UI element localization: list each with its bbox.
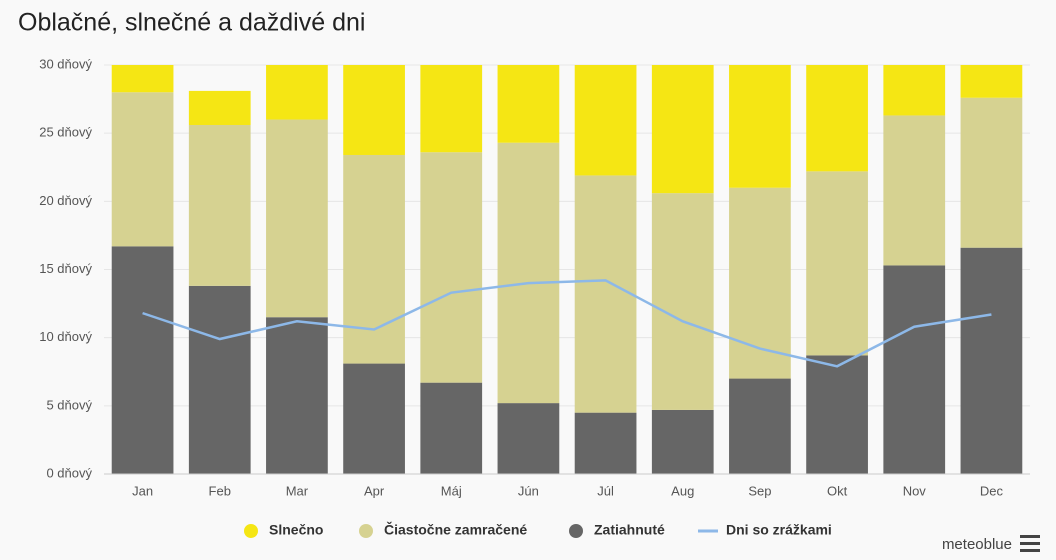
- y-tick-label: 30 dňový: [39, 56, 92, 71]
- bar: [497, 403, 560, 474]
- bar: [497, 65, 560, 143]
- legend-label: Dni so zrážkami: [726, 522, 832, 538]
- x-tick-label: Dec: [980, 483, 1004, 498]
- bar: [651, 409, 714, 474]
- bar: [420, 65, 483, 153]
- bar: [266, 65, 328, 120]
- bar: [188, 90, 251, 125]
- bar: [960, 247, 1023, 474]
- bar: [574, 175, 637, 413]
- bar: [574, 65, 637, 176]
- y-tick-label: 20 dňový: [39, 193, 92, 208]
- legend-marker: [359, 524, 373, 538]
- bar: [806, 355, 868, 474]
- x-tick-label: Jún: [518, 483, 539, 498]
- x-tick-label: Feb: [209, 483, 231, 498]
- x-tick-label: Máj: [441, 483, 462, 498]
- bar: [343, 154, 405, 364]
- x-tick-label: Mar: [286, 483, 309, 498]
- bar: [420, 382, 483, 474]
- bar: [266, 317, 328, 474]
- bar: [806, 65, 868, 172]
- x-tick-label: Apr: [364, 483, 385, 498]
- bar: [806, 171, 868, 356]
- y-tick-label: 25 dňový: [39, 125, 92, 140]
- credit: meteoblue: [942, 536, 1012, 553]
- bar: [651, 65, 714, 194]
- legend-marker: [244, 524, 258, 538]
- bar: [960, 65, 1023, 98]
- bar: [729, 187, 791, 379]
- bar: [343, 363, 405, 474]
- y-tick-label: 5 dňový: [46, 397, 92, 412]
- bar: [111, 65, 174, 93]
- bar: [883, 265, 946, 474]
- y-tick-label: 10 dňový: [39, 329, 92, 344]
- chart-title: Oblačné, slnečné a daždivé dni: [18, 9, 365, 37]
- bar: [497, 142, 560, 404]
- y-tick-label: 15 dňový: [39, 261, 92, 276]
- legend-label: Zatiahnuté: [594, 522, 665, 538]
- bar: [729, 65, 791, 188]
- x-tick-label: Jan: [132, 483, 153, 498]
- bar: [574, 412, 637, 474]
- bar: [266, 119, 328, 318]
- legend-label: Čiastočne zamračené: [384, 521, 527, 538]
- legend-marker: [569, 524, 583, 538]
- x-tick-label: Nov: [903, 483, 927, 498]
- x-tick-label: Sep: [748, 483, 771, 498]
- bar: [651, 193, 714, 410]
- x-tick-label: Júl: [597, 483, 614, 498]
- legend-label: Slnečno: [269, 522, 323, 538]
- bar: [960, 97, 1023, 248]
- bar: [343, 65, 405, 155]
- bar: [883, 65, 946, 116]
- x-tick-label: Okt: [827, 483, 848, 498]
- menu-icon[interactable]: [1020, 535, 1040, 552]
- bar: [883, 115, 946, 266]
- y-tick-label: 0 dňový: [46, 465, 92, 480]
- bar: [729, 378, 791, 474]
- bar: [188, 124, 251, 286]
- line: [142, 279, 992, 368]
- bar: [111, 92, 174, 247]
- x-tick-label: Aug: [671, 483, 694, 498]
- bar: [188, 285, 251, 474]
- bar: [111, 246, 174, 474]
- bar: [420, 152, 483, 383]
